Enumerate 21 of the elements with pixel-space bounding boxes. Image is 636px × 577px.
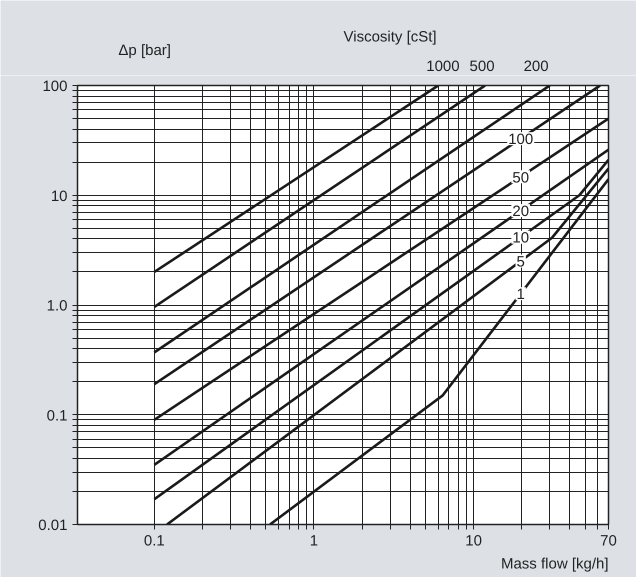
y-axis-title: Δp [bar] — [118, 42, 171, 59]
series-label: 1 — [516, 286, 525, 304]
x-tick-label: 0.1 — [144, 532, 165, 550]
legend-title: Viscosity [cSt] — [344, 28, 437, 46]
series-label: 50 — [512, 169, 530, 186]
series-label: 10 — [512, 230, 530, 247]
x-tick-label: 1 — [310, 532, 318, 550]
series-label: 200 — [524, 58, 549, 75]
y-tick-label: 10 — [50, 188, 68, 205]
series-label: 20 — [512, 203, 530, 220]
series-label: 5 — [516, 254, 525, 271]
series-label: 1000 — [426, 58, 460, 75]
y-tick-label: 1.0 — [46, 298, 68, 314]
y-tick-label: 0.1 — [46, 407, 68, 424]
series-label: 500 — [470, 58, 495, 75]
x-tick-label: 10 — [465, 532, 482, 550]
x-tick-label: 70 — [600, 532, 617, 550]
x-axis-title: Mass flow [kg/h] — [500, 556, 609, 572]
series-label: 100 — [508, 131, 534, 148]
y-tick-label: 100 — [42, 78, 68, 95]
y-tick-label: 0.01 — [38, 517, 68, 534]
